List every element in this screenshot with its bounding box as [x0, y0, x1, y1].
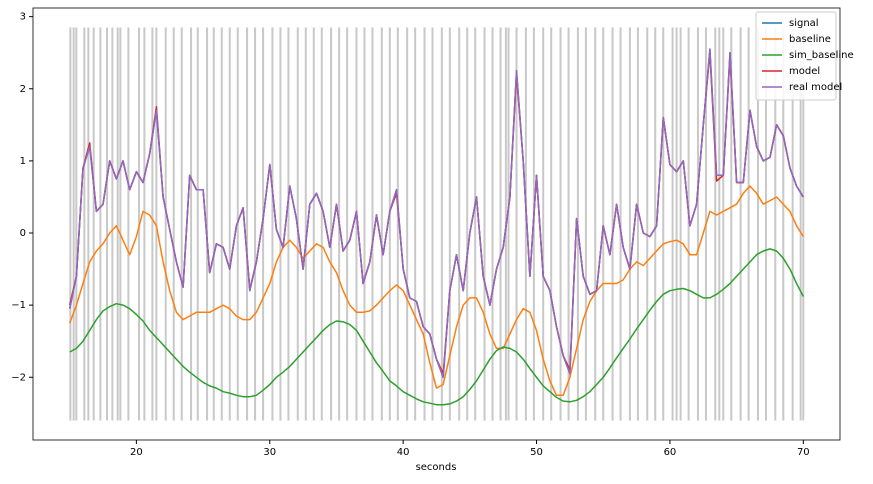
y-tick-label: 3 — [20, 12, 26, 23]
x-axis-label: seconds — [416, 462, 457, 473]
x-tick-label: 20 — [130, 447, 143, 458]
x-tick-label: 60 — [664, 447, 677, 458]
y-tick-label: −2 — [11, 372, 26, 383]
y-tick-label: −1 — [11, 300, 26, 311]
legend-box — [755, 11, 837, 101]
y-tick-label: 2 — [20, 84, 26, 95]
plot-frame — [32, 7, 841, 441]
legend-label: sim_baseline — [789, 50, 854, 61]
legend-label: baseline — [789, 34, 831, 45]
legend-label: model — [789, 66, 820, 77]
legend-label: real model — [789, 82, 842, 93]
y-tick-label: 0 — [20, 228, 26, 239]
series-line — [68, 185, 804, 397]
x-tick-label: 30 — [263, 447, 276, 458]
series-line — [68, 48, 804, 379]
legend-label: signal — [789, 18, 819, 29]
x-tick-label: 40 — [397, 447, 410, 458]
series-line — [69, 248, 804, 406]
x-tick-label: 50 — [530, 447, 543, 458]
x-tick-label: 70 — [797, 447, 810, 458]
y-tick-label: 1 — [20, 156, 26, 167]
